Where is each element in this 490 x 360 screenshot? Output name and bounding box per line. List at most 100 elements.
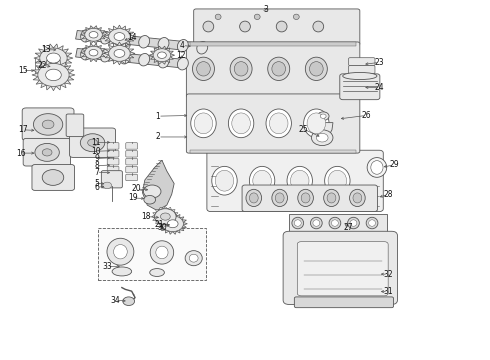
FancyBboxPatch shape <box>283 231 397 305</box>
Ellipse shape <box>287 166 313 195</box>
Circle shape <box>42 149 52 156</box>
Text: 11: 11 <box>91 138 101 147</box>
Text: 9: 9 <box>94 154 99 163</box>
FancyBboxPatch shape <box>126 150 138 157</box>
Ellipse shape <box>266 109 292 138</box>
Text: 21: 21 <box>155 220 164 229</box>
FancyBboxPatch shape <box>297 242 388 296</box>
FancyBboxPatch shape <box>126 174 138 181</box>
Ellipse shape <box>120 33 130 46</box>
FancyBboxPatch shape <box>126 158 138 165</box>
Ellipse shape <box>292 217 304 229</box>
FancyBboxPatch shape <box>66 114 84 136</box>
Text: 3: 3 <box>263 5 268 14</box>
Circle shape <box>46 69 61 81</box>
FancyBboxPatch shape <box>22 108 74 140</box>
Ellipse shape <box>275 193 284 203</box>
Ellipse shape <box>371 161 383 174</box>
Text: 20: 20 <box>132 184 141 193</box>
Text: 30: 30 <box>157 223 167 232</box>
Ellipse shape <box>120 51 130 64</box>
Text: 4: 4 <box>180 41 185 50</box>
Ellipse shape <box>158 37 169 50</box>
Ellipse shape <box>272 62 286 76</box>
Ellipse shape <box>228 109 254 138</box>
Circle shape <box>318 112 329 121</box>
Ellipse shape <box>253 170 271 191</box>
Ellipse shape <box>327 193 336 203</box>
Circle shape <box>42 170 64 185</box>
Circle shape <box>144 195 156 204</box>
Polygon shape <box>75 49 213 71</box>
Ellipse shape <box>329 217 341 229</box>
Circle shape <box>109 45 130 61</box>
Ellipse shape <box>276 21 287 32</box>
Ellipse shape <box>246 189 262 207</box>
Polygon shape <box>149 46 174 64</box>
Circle shape <box>114 49 125 57</box>
Text: 19: 19 <box>128 193 137 202</box>
Ellipse shape <box>310 62 323 76</box>
Ellipse shape <box>268 57 290 81</box>
Polygon shape <box>152 207 179 226</box>
Ellipse shape <box>156 246 168 259</box>
Text: 28: 28 <box>383 190 393 199</box>
FancyBboxPatch shape <box>107 143 119 149</box>
FancyBboxPatch shape <box>126 143 138 149</box>
Ellipse shape <box>234 62 248 76</box>
Circle shape <box>320 114 326 118</box>
Circle shape <box>167 220 178 228</box>
Ellipse shape <box>215 14 221 19</box>
Ellipse shape <box>291 170 309 191</box>
Polygon shape <box>312 123 333 135</box>
Ellipse shape <box>150 269 164 276</box>
Circle shape <box>80 134 105 152</box>
Ellipse shape <box>313 21 324 32</box>
Ellipse shape <box>343 72 377 80</box>
Circle shape <box>42 120 54 129</box>
FancyBboxPatch shape <box>107 158 119 165</box>
Ellipse shape <box>177 58 188 70</box>
Ellipse shape <box>139 53 149 66</box>
FancyBboxPatch shape <box>101 171 122 188</box>
Circle shape <box>40 48 67 68</box>
Circle shape <box>155 209 176 225</box>
Circle shape <box>160 213 170 220</box>
Text: 16: 16 <box>16 149 26 158</box>
Text: 6: 6 <box>94 183 99 192</box>
Circle shape <box>85 46 102 59</box>
Text: 13: 13 <box>41 45 51 54</box>
Ellipse shape <box>249 166 275 195</box>
Text: 17: 17 <box>18 125 27 134</box>
FancyBboxPatch shape <box>294 297 393 308</box>
Ellipse shape <box>185 251 202 266</box>
Bar <box>98 228 206 280</box>
Bar <box>190 150 356 153</box>
Text: 34: 34 <box>111 296 121 305</box>
Text: 10: 10 <box>91 147 101 156</box>
Ellipse shape <box>107 238 134 265</box>
Ellipse shape <box>294 220 301 226</box>
Circle shape <box>317 134 328 142</box>
Text: 18: 18 <box>142 212 151 221</box>
Circle shape <box>103 182 112 189</box>
FancyBboxPatch shape <box>186 42 360 98</box>
Text: 26: 26 <box>361 111 371 120</box>
Polygon shape <box>143 160 174 211</box>
Text: 2: 2 <box>156 132 160 141</box>
Ellipse shape <box>194 113 213 134</box>
Bar <box>190 42 356 45</box>
Text: 8: 8 <box>94 161 99 170</box>
Ellipse shape <box>100 32 111 44</box>
Ellipse shape <box>304 109 329 138</box>
Ellipse shape <box>366 217 378 229</box>
FancyBboxPatch shape <box>348 58 375 66</box>
Text: 12: 12 <box>176 51 185 60</box>
Ellipse shape <box>212 166 237 195</box>
Circle shape <box>38 63 69 86</box>
Polygon shape <box>34 44 73 72</box>
Ellipse shape <box>177 40 188 52</box>
Ellipse shape <box>230 57 252 81</box>
Ellipse shape <box>100 49 111 62</box>
Ellipse shape <box>311 217 322 229</box>
